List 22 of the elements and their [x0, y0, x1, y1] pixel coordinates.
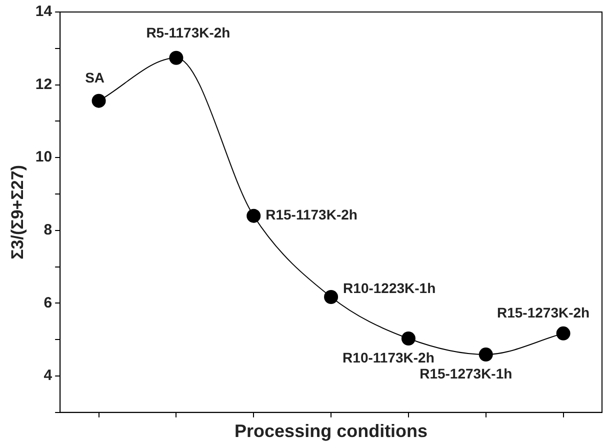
point	[401, 332, 416, 346]
y-tick-label: 12	[35, 76, 52, 93]
annotation: SA	[85, 70, 105, 86]
point	[169, 50, 184, 65]
point	[246, 208, 261, 223]
annotation: R15-1173K-2h	[266, 206, 358, 223]
point	[92, 94, 106, 108]
annotation: R15-1273K-2h	[496, 304, 590, 320]
point	[478, 348, 493, 362]
y-tick-label: 4	[44, 367, 53, 384]
point	[556, 326, 570, 340]
annotation: R5-1173K-2h	[146, 24, 230, 41]
y-tick-label: 8	[44, 222, 52, 239]
y-tick-label: 10	[35, 148, 52, 166]
y-tick-label: 6	[44, 294, 52, 312]
y-tick-label: 14	[35, 3, 53, 20]
annotation: R15-1273K-1h	[420, 365, 512, 382]
annotation: R10-1173K-2h	[342, 349, 434, 366]
point	[324, 290, 338, 304]
annotation: R10-1223K-1h	[343, 280, 436, 296]
y-axis-title: Σ3/(Σ9+Σ27)	[8, 164, 27, 260]
x-axis-title: Processing conditions	[234, 421, 428, 442]
